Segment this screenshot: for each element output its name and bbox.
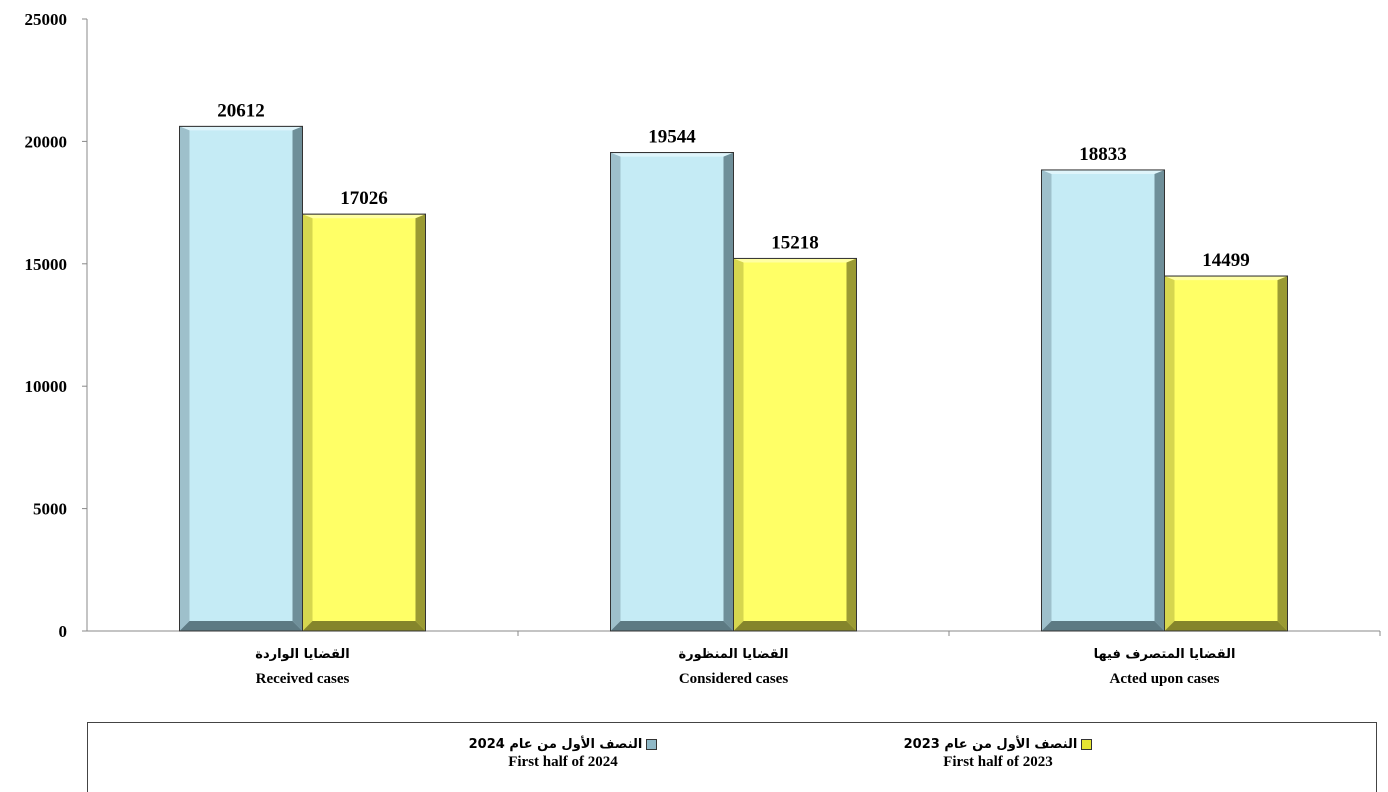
y-tick-label: 5000 <box>33 500 67 519</box>
y-tick-label: 10000 <box>25 377 68 396</box>
y-tick-label: 0 <box>59 622 68 641</box>
legend: النصف الأول من عام 2024 First half of 20… <box>87 722 1377 792</box>
bars <box>179 125 1288 632</box>
y-tick-label: 25000 <box>25 10 68 29</box>
bar <box>302 213 426 632</box>
category-label-en: Acted upon cases <box>1109 671 1219 687</box>
category-label-ar: القضايا المتصرف فيها <box>1094 647 1236 662</box>
legend-swatch-2024 <box>646 739 658 750</box>
bar <box>1041 169 1165 632</box>
category-label-en: Received cases <box>256 671 350 687</box>
bar <box>1164 275 1288 632</box>
legend-item-2023-ar: النصف الأول من عام 2023 <box>903 737 1078 752</box>
bar <box>733 257 857 632</box>
legend-item-2024: النصف الأول من عام 2024 First half of 20… <box>413 737 713 771</box>
category-label-ar: القضايا الواردة <box>255 647 349 662</box>
y-tick-label: 15000 <box>25 255 68 274</box>
legend-item-2024-ar: النصف الأول من عام 2024 <box>468 737 643 752</box>
category-label-ar: القضايا المنظورة <box>678 647 788 662</box>
labels: 20612 17026 القضايا الواردة Received cases 1… <box>217 100 1250 687</box>
data-label: 14499 <box>1202 250 1250 271</box>
bar-chart: 0 5000 10000 15000 20000 25000 20612 17026 القض… <box>25 10 1381 687</box>
bar <box>610 152 734 632</box>
legend-item-2023: النصف الأول من عام 2023 First half of 20… <box>848 737 1148 771</box>
category-label-en: Considered cases <box>679 671 788 687</box>
legend-item-2023-en: First half of 2023 <box>943 754 1053 770</box>
data-label: 15218 <box>771 232 819 253</box>
data-label: 17026 <box>340 188 388 209</box>
legend-swatch-2023 <box>1081 739 1093 750</box>
y-tick-label: 20000 <box>25 132 68 151</box>
legend-item-2024-en: First half of 2024 <box>508 754 618 770</box>
bar <box>179 125 303 632</box>
data-label: 19544 <box>648 127 696 148</box>
data-label: 20612 <box>217 100 265 121</box>
data-label: 18833 <box>1079 144 1127 165</box>
